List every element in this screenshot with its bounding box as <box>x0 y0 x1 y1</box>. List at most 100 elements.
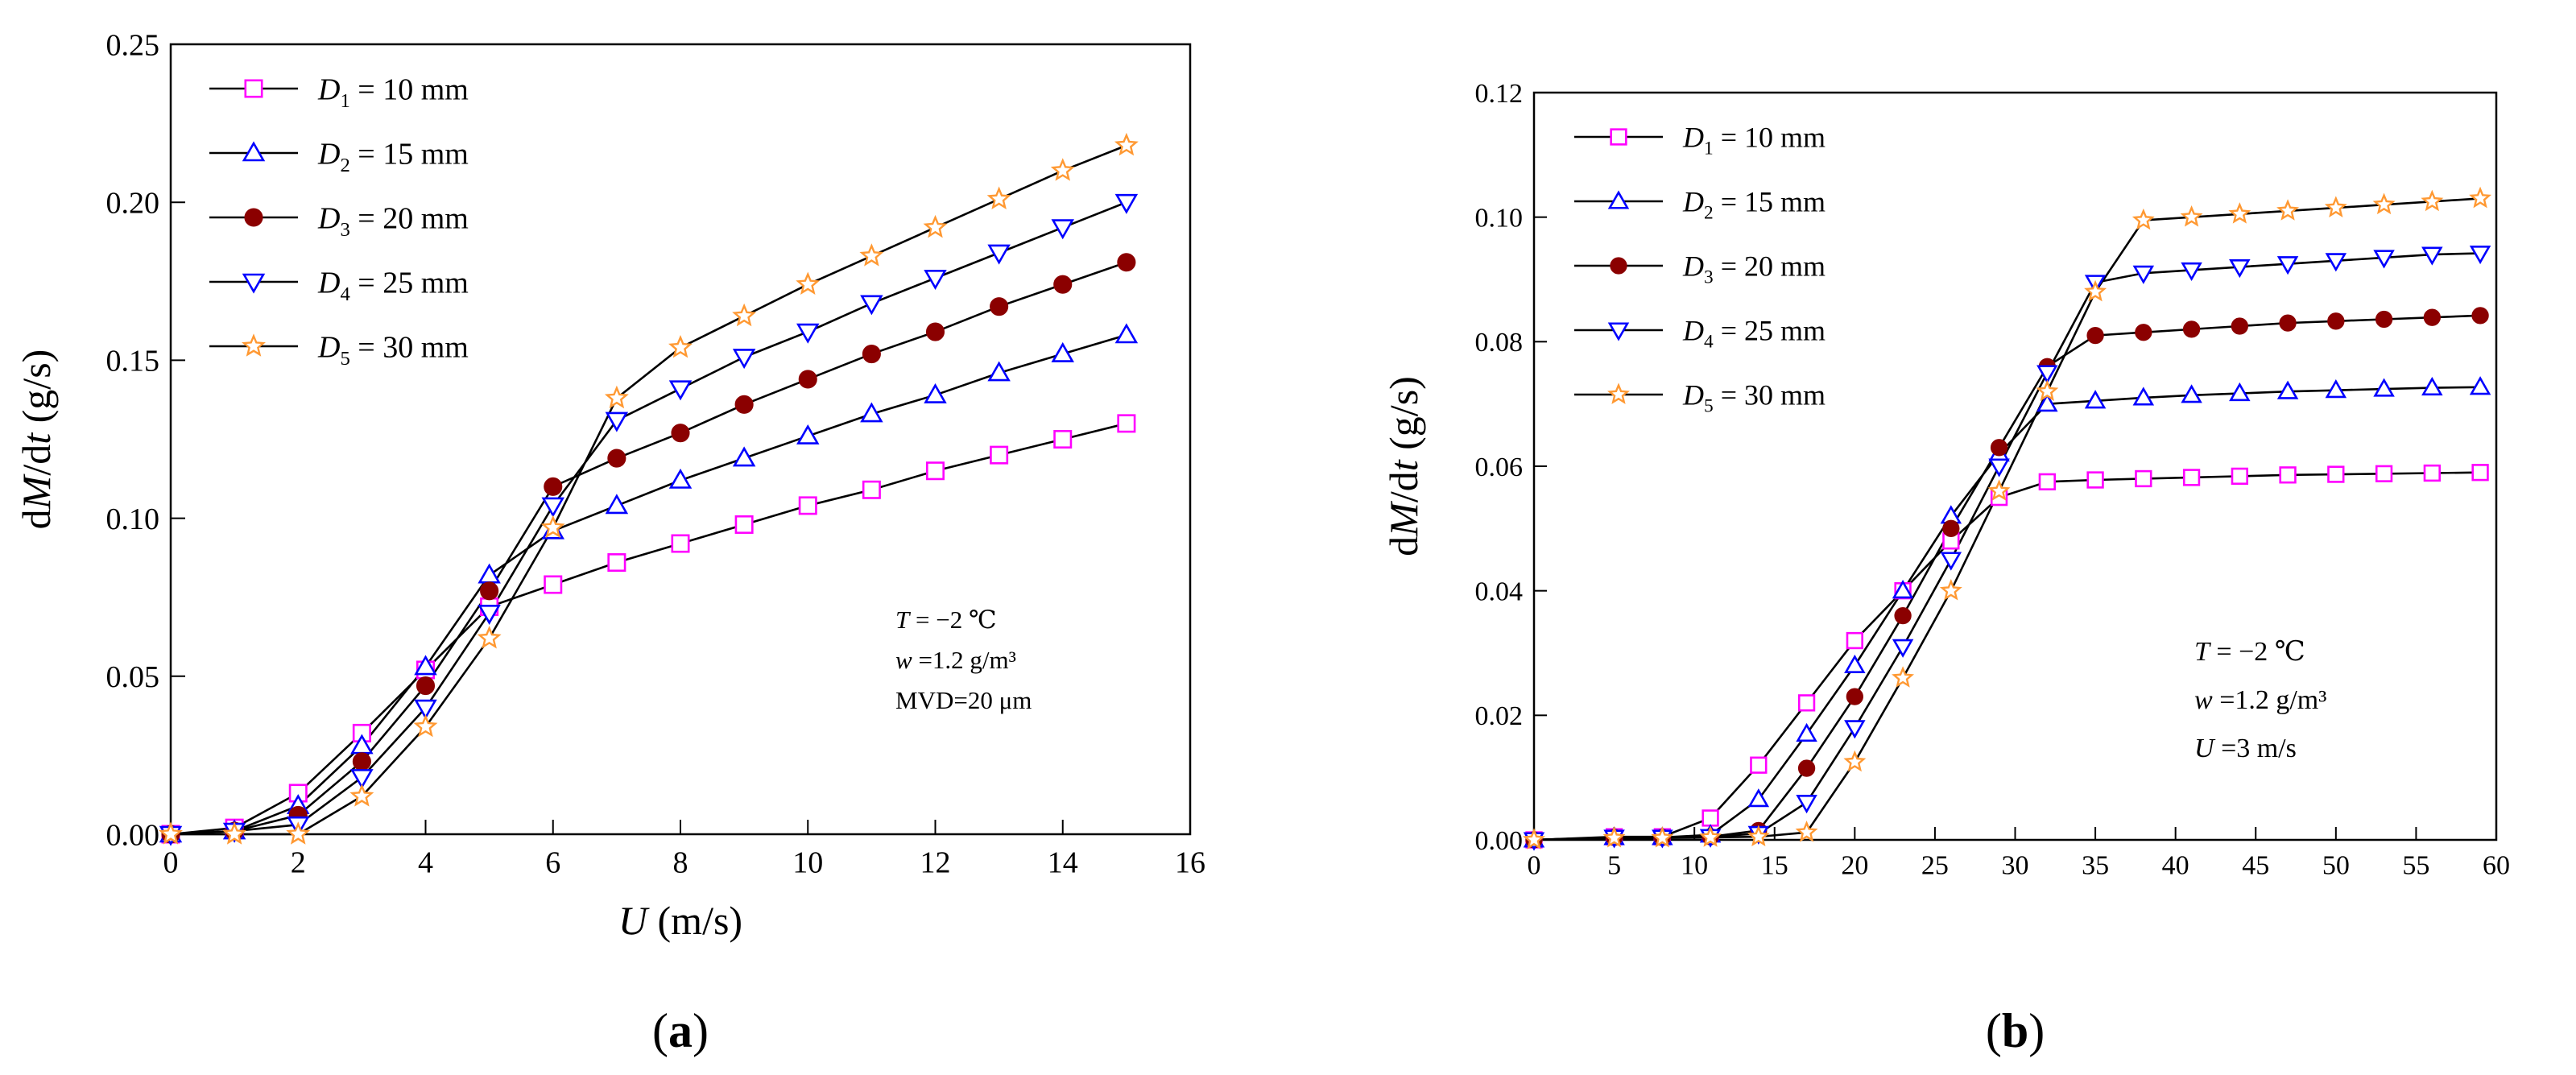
legend-marker-1 <box>1610 128 1627 146</box>
data-point-2-16 <box>2325 379 2347 399</box>
data-point-5-1 <box>1602 826 1626 848</box>
data-point-3-4 <box>416 676 436 696</box>
data-point-4-4 <box>414 699 437 720</box>
data-point-5-1 <box>222 821 247 845</box>
y-tick-label: 0.15 <box>106 345 160 378</box>
x-tick-label: 14 <box>1048 846 1078 880</box>
series-line-4 <box>1533 252 2481 841</box>
x-tick-label: 30 <box>2002 851 2029 881</box>
data-point-3-5 <box>1797 759 1816 777</box>
data-point-4-17 <box>2373 250 2395 269</box>
data-point-1-6 <box>544 575 563 594</box>
data-point-2-9 <box>732 446 756 467</box>
data-point-3-6 <box>544 477 563 496</box>
data-point-1-12 <box>2135 469 2152 488</box>
data-point-2-19 <box>2469 376 2491 395</box>
data-point-4-9 <box>1988 458 2010 478</box>
data-point-1-13 <box>990 445 1009 465</box>
data-point-5-4 <box>413 713 438 738</box>
x-tick-label: 2 <box>291 846 306 880</box>
data-point-1-17 <box>2375 465 2393 482</box>
data-point-3-17 <box>2375 310 2393 329</box>
data-point-1-10 <box>798 496 817 515</box>
annotation-line-1: T = −2 ℃ <box>2194 637 2305 667</box>
panel-label: (a) <box>652 1004 709 1057</box>
data-point-5-14 <box>2228 202 2251 224</box>
series-line-3 <box>170 261 1127 836</box>
x-tick-label: 12 <box>920 846 951 880</box>
y-tick-label: 0.12 <box>1475 79 1524 109</box>
y-tick-label: 0.10 <box>1475 204 1524 234</box>
data-point-2-11 <box>2084 390 2107 409</box>
data-point-1-7 <box>607 553 626 573</box>
data-point-3-6 <box>1846 688 1863 705</box>
data-point-1-12 <box>926 461 945 481</box>
y-tick-label: 0.08 <box>1475 328 1524 358</box>
data-point-2-11 <box>860 402 883 423</box>
legend-marker-5 <box>242 333 266 357</box>
legend-entry-3: D3 = 20 mm <box>1682 250 1826 288</box>
legend-entry-4: D4 = 25 mm <box>1682 315 1826 353</box>
y-tick-label: 0.10 <box>106 502 160 536</box>
data-point-5-3 <box>1699 825 1722 847</box>
x-tick-label: 0 <box>163 846 179 880</box>
data-point-5-10 <box>796 271 821 295</box>
y-tick-label: 0.04 <box>1475 577 1524 607</box>
legend-entry-2: D2 = 15 mm <box>317 137 469 176</box>
data-point-4-6 <box>541 497 564 518</box>
data-point-2-5 <box>478 563 501 584</box>
data-point-2-7 <box>1892 580 1914 599</box>
legend-entry-5: D5 = 30 mm <box>1682 379 1826 417</box>
data-point-5-13 <box>986 186 1011 209</box>
legend-entry-5: D5 = 30 mm <box>317 330 469 370</box>
legend-marker-2 <box>1607 190 1630 209</box>
data-point-2-10 <box>796 424 820 444</box>
data-point-1-6 <box>1846 631 1863 650</box>
data-point-3-7 <box>1894 606 1912 625</box>
x-tick-label: 50 <box>2322 851 2350 881</box>
data-point-3-11 <box>2086 326 2104 345</box>
data-point-1-13 <box>2182 469 2201 486</box>
data-point-3-11 <box>862 345 881 364</box>
chart-panel-b: 0 5 10 15 20 25 30 35 40 45 50 55 60 0.00 0.02 0.04 0.06… <box>1381 79 2510 1057</box>
legend-marker-3 <box>1610 257 1627 275</box>
y-axis-label: dM/dt (g/s) <box>14 349 59 530</box>
data-point-4-7 <box>605 411 629 432</box>
data-point-5-8 <box>668 334 693 358</box>
data-point-5-10 <box>2036 379 2059 402</box>
data-point-4-3 <box>350 769 374 789</box>
data-point-5-5 <box>1795 821 1818 842</box>
data-point-2-12 <box>2132 387 2155 406</box>
data-point-5-16 <box>2324 196 2347 217</box>
data-point-1-3 <box>1701 809 1719 827</box>
data-point-2-5 <box>1796 722 1817 742</box>
data-point-2-8 <box>668 468 693 489</box>
data-point-3-19 <box>2471 307 2489 325</box>
annotation-line-2: w =1.2 g/m³ <box>895 646 1016 674</box>
data-point-5-6 <box>540 515 565 539</box>
data-point-2-13 <box>2181 384 2202 403</box>
data-point-4-14 <box>2229 258 2251 279</box>
data-point-4-15 <box>1114 193 1139 214</box>
data-point-1-11 <box>2086 471 2104 489</box>
legend-marker-5 <box>1607 382 1630 404</box>
data-point-2-4 <box>414 655 437 676</box>
x-tick-label: 16 <box>1175 846 1205 880</box>
y-tick-label: 0.02 <box>1475 701 1524 731</box>
data-point-3-18 <box>2423 308 2441 326</box>
data-point-4-8 <box>1940 552 1962 571</box>
data-point-4-10 <box>2036 365 2058 384</box>
data-point-5-13 <box>2180 205 2203 227</box>
x-tick-label: 5 <box>1607 851 1621 881</box>
data-point-1-15 <box>1117 414 1136 433</box>
data-point-5-12 <box>2132 208 2155 230</box>
x-tick-label: 25 <box>1921 851 1949 881</box>
series-line-2 <box>1533 386 2481 841</box>
data-point-4-12 <box>2132 265 2155 284</box>
annotation-line-3: U =3 m/s <box>2194 734 2297 763</box>
data-point-3-14 <box>2231 317 2248 335</box>
x-tick-label: 4 <box>418 846 433 880</box>
data-point-4-13 <box>2181 262 2202 282</box>
data-point-5-9 <box>732 303 757 327</box>
data-point-4-10 <box>796 323 820 344</box>
